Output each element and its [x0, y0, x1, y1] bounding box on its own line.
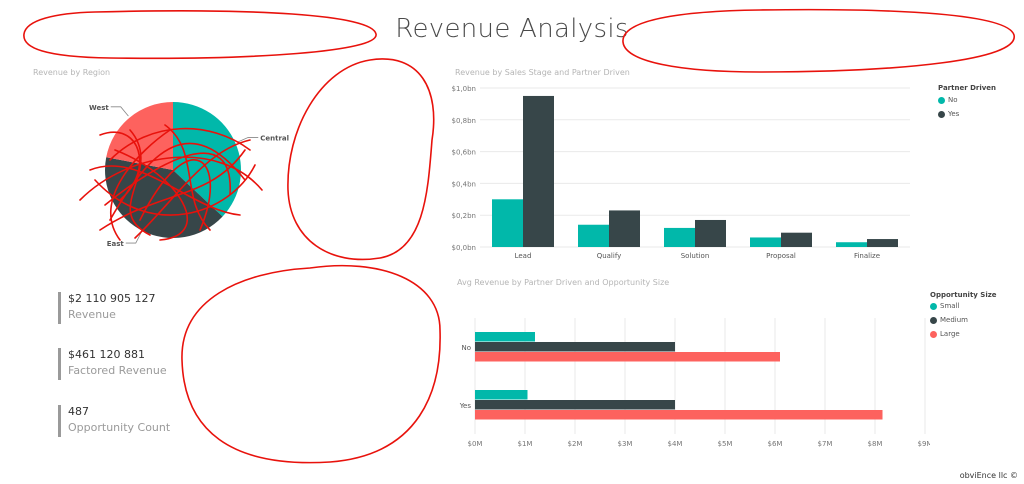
hbar-no-medium[interactable] — [475, 342, 675, 352]
pie-leader-line-west — [110, 106, 129, 117]
kpi-count-label: Opportunity Count — [68, 421, 171, 434]
pie-chart-title: Revenue by Region — [33, 68, 111, 77]
column-y-tick-label: $0,0bn — [452, 244, 476, 252]
hbar-no-large[interactable] — [475, 352, 780, 362]
legend-medium-swatch — [930, 316, 937, 324]
column-y-tick-label: $0,2bn — [452, 212, 476, 220]
column-x-tick-solution: Solution — [681, 252, 710, 260]
legend-large-label: Large — [940, 330, 960, 338]
legend-medium-label: Medium — [940, 316, 968, 324]
column-y-tick-label: $0,4bn — [452, 180, 476, 188]
legend-item-small[interactable]: Small — [930, 302, 997, 310]
column-y-tick-label: $0,8bn — [452, 117, 476, 125]
column-x-tick-proposal: Proposal — [766, 252, 796, 260]
legend-no-swatch — [938, 96, 945, 104]
legend-no-label: No — [948, 96, 958, 104]
kpi-factored-label: Factored Revenue — [68, 364, 167, 377]
kpi-count-value: 487 — [68, 405, 89, 418]
pie-label-east: East — [107, 240, 125, 248]
sales-stage-column-chart[interactable]: $0,0bn $0,2bn $0,4bn $0,6bn $0,8bn $1,0bn Lead… — [440, 78, 920, 263]
legend-item-no[interactable]: No — [938, 96, 996, 104]
legend-item-large[interactable]: Large — [930, 330, 997, 338]
kpi-factored-revenue[interactable]: $461 120 881 Factored Revenue — [58, 348, 238, 380]
pie-label-central: Central — [260, 134, 289, 142]
kpi-revenue-label: Revenue — [68, 308, 116, 321]
hbar-yes-small[interactable] — [475, 390, 528, 400]
column-x-tick-qualify: Qualify — [597, 252, 622, 260]
bar-x-tick-label: $1M — [518, 440, 533, 448]
bar-y-tick-yes: Yes — [459, 402, 472, 410]
partner-legend-title: Partner Driven — [938, 84, 997, 92]
partner-legend: Partner Driven No Yes — [938, 84, 996, 118]
legend-yes-swatch — [938, 110, 945, 118]
bar-x-tick-label: $4M — [668, 440, 683, 448]
column-x-tick-lead: Lead — [515, 252, 532, 260]
bar-x-tick-label: $0M — [468, 440, 483, 448]
kpi-opportunity-count[interactable]: 487 Opportunity Count — [58, 405, 238, 437]
footer-copyright: obviEnce llc © — [959, 471, 1018, 480]
hbar-no-small[interactable] — [475, 332, 535, 342]
column-chart-title: Revenue by Sales Stage and Partner Drive… — [455, 68, 630, 77]
pie-leader-line-east — [125, 232, 142, 244]
annotation-blob-middle — [287, 58, 435, 261]
bar-x-tick-label: $8M — [868, 440, 883, 448]
column-bar-proposal-yes[interactable] — [781, 232, 812, 247]
size-legend: Opportunity Size Small Medium Large — [930, 291, 997, 338]
column-bar-solution-yes[interactable] — [695, 219, 726, 247]
column-y-tick-label: $1,0bn — [452, 85, 476, 93]
column-bar-lead-yes[interactable] — [523, 95, 554, 247]
bar-x-tick-label: $3M — [618, 440, 633, 448]
column-bar-lead-no[interactable] — [492, 199, 523, 247]
size-legend-title: Opportunity Size — [930, 291, 997, 299]
legend-item-yes[interactable]: Yes — [938, 110, 996, 118]
bar-x-tick-label: $5M — [718, 440, 733, 448]
pie-leader-line-central — [237, 137, 259, 143]
bar-x-tick-label: $7M — [818, 440, 833, 448]
column-bar-finalize-yes[interactable] — [867, 239, 898, 247]
bar-x-tick-label: $9M — [918, 440, 930, 448]
hbar-yes-large[interactable] — [475, 410, 883, 420]
column-bar-finalize-no[interactable] — [836, 242, 867, 247]
kpi-revenue-value: $2 110 905 127 — [68, 292, 156, 305]
column-x-tick-finalize: Finalize — [854, 252, 880, 260]
hbar-yes-medium[interactable] — [475, 400, 675, 410]
column-bar-qualify-no[interactable] — [578, 224, 609, 247]
bar-y-tick-no: No — [461, 344, 471, 352]
kpi-revenue[interactable]: $2 110 905 127 Revenue — [58, 292, 238, 324]
kpi-factored-value: $461 120 881 — [68, 348, 145, 361]
column-bar-proposal-no[interactable] — [750, 237, 781, 247]
legend-yes-label: Yes — [948, 110, 960, 118]
bar-x-tick-label: $6M — [768, 440, 783, 448]
legend-item-medium[interactable]: Medium — [930, 316, 997, 324]
page-title: Revenue Analysis — [395, 14, 629, 44]
region-pie-chart[interactable]: Central East West — [0, 80, 300, 265]
legend-small-swatch — [930, 302, 937, 310]
column-y-tick-label: $0,6bn — [452, 149, 476, 157]
bar-chart-title: Avg Revenue by Partner Driven and Opport… — [457, 278, 670, 287]
legend-small-label: Small — [940, 302, 960, 310]
pie-label-west: West — [89, 104, 109, 112]
column-bar-qualify-yes[interactable] — [609, 210, 640, 247]
legend-large-swatch — [930, 330, 937, 338]
column-bar-solution-no[interactable] — [664, 227, 695, 247]
bar-x-tick-label: $2M — [568, 440, 583, 448]
opportunity-size-bar-chart[interactable]: $0M $1M $2M $3M $4M $5M $6M $7M $8M $9M No Yes — [440, 288, 930, 460]
